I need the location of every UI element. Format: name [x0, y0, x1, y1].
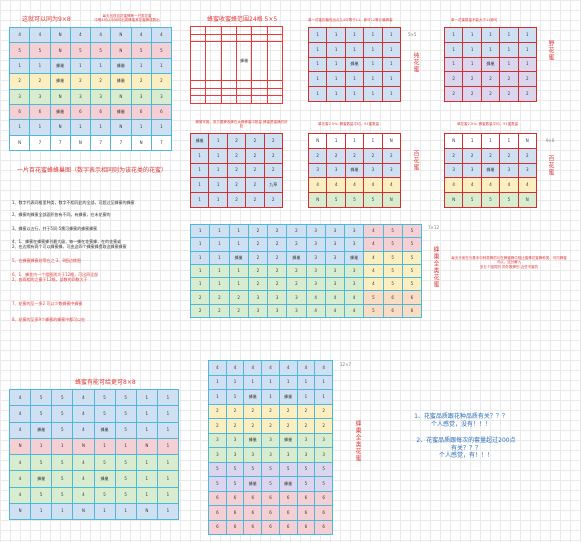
label-all-types-a: 蜂巢全类花蜜: [432, 246, 439, 288]
grid7-note: 单花蜜2.5%: 蜂蜜数量平均、91蜜数量: [457, 122, 519, 126]
note-6: 6、1、蜂花内一个相图则大于12格，可出四全部 2、各两相的之蜜于12格，部数的…: [12, 272, 99, 282]
note-1: 1、数字代表同格里种类，数字不相同此的全部，可超过至蜂蜜的蜂蜜: [12, 200, 135, 205]
note-3: 3、蜂蜜以五行，并于5同-5需可蜂蜜的蜂蜜蜂蜜: [12, 226, 98, 231]
grid3-note: 单一花蜜的最低出点儿4可等于11、即可12等计最蜂蜜: [308, 18, 393, 22]
note-7: 7、花蜜的至一多2 可以少数蜂蜜中蜂蜜: [12, 301, 83, 306]
grid-empty-6x6: 蜂巢: [189, 26, 284, 104]
grid7-dim: 9×6: [546, 138, 555, 143]
note-2: 2、蜂蜜的蜂蜜全部面积各有不同，有蜂蜜，在未花蜜的: [12, 212, 111, 217]
question-1: 1、花蜜品质跟花种品质有关？？？ 个人感觉，没有！！！: [414, 413, 508, 428]
label-hundred-b: 百花蜜: [547, 155, 554, 176]
grid6-note: 单花蜜2.5%: 蜂蜜数量平均、91蜜数量: [318, 122, 380, 126]
grid4-note: 单一花蜜数量不能大于11即可: [451, 18, 498, 22]
label-wild-honey: 野花蜜: [547, 40, 554, 61]
grid9-title: 蜂蜜有能可给更可8×8: [75, 379, 136, 386]
grid3-dim: 5×5: [408, 32, 417, 37]
question-2: 2、花蜜品质跟每次的套量超过200点 有关？？？ 个人感觉，有！！！: [416, 437, 516, 459]
note-5: 5、在蜂蜜蜂蜜处等在之 3、8图边缘图: [12, 258, 81, 263]
right-note: 每天分而在与基本中种类蜂的与在蜂蜜蜂中相比蜜蜂花蜜蜂种类、可内蜂蜜可以、这分解入…: [451, 256, 567, 269]
notes-title: 一片百花蜜蜂蜂巢图（数字表示相同则为该花类的花蜜）: [17, 167, 168, 174]
grid1-note: 每天出现百花蜜蜂等一只类花蜜 中等4可以中间可出类蜂蜜其花蜜蜂成数出: [94, 14, 160, 23]
label-all-types-b: 蜂巢全类花蜜: [354, 420, 361, 462]
grid5-note: 蜂窝牢固、双方要蜂收蜂在太蜂蜂蜜中数量 蜂蜜是蜜蜂的好处: [195, 120, 288, 129]
grid12x7-dim: 7×12: [428, 225, 439, 230]
label-pure-honey: 纯花蜜: [412, 52, 419, 73]
note-8: 8、花蜜的至多9个蜂蜜的蜂蜜中都可以在: [12, 317, 86, 322]
note-4: 4、1、蜂蜜在蜂蜜蜂刊最大级，每一蜂在花蜜蜂，在的花蜜或 2、在边缘有两个可以蜂…: [12, 239, 127, 249]
grid7x12-dim: 12×7: [340, 362, 351, 367]
grid2-title: 蜂蜜收蜜蜂范围24格 5×5: [207, 16, 278, 23]
label-hundred-a: 百花蜜: [412, 150, 419, 171]
grid1-title: 这就可以同为9×8: [22, 16, 71, 23]
